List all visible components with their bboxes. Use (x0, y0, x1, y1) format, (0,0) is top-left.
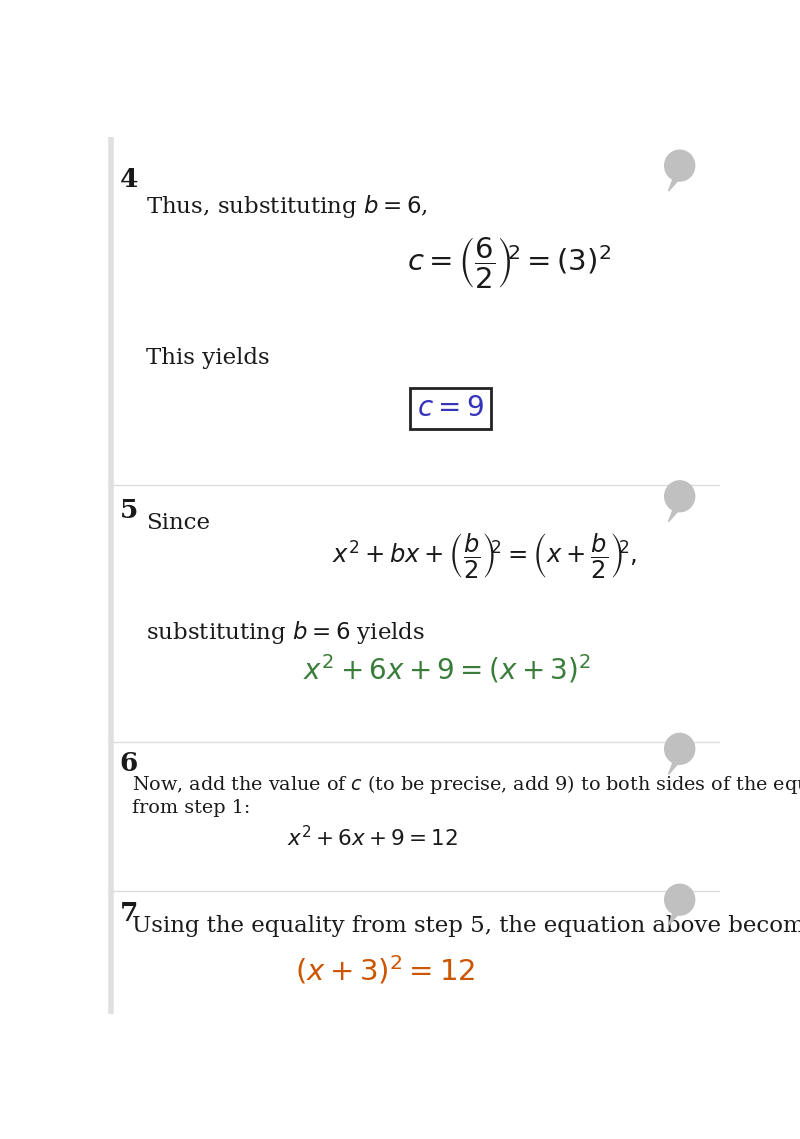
Text: 5: 5 (120, 498, 138, 523)
Text: 6: 6 (120, 751, 138, 776)
Polygon shape (669, 505, 681, 522)
Text: $x^2 + 6x + 9 = 12$: $x^2 + 6x + 9 = 12$ (287, 826, 458, 851)
Text: $x^2 + bx + \left(\dfrac{b}{2}\right)^{\!\!2} = \left(x + \dfrac{b}{2}\right)^{\: $x^2 + bx + \left(\dfrac{b}{2}\right)^{\… (332, 531, 637, 580)
Text: Now, add the value of $c$ (to be precise, add 9) to both sides of the equation: Now, add the value of $c$ (to be precise… (132, 772, 800, 795)
Text: $x^2 + 6x + 9 = (x + 3)^2$: $x^2 + 6x + 9 = (x + 3)^2$ (303, 653, 591, 686)
Text: 7: 7 (120, 901, 138, 926)
Text: $(x + 3)^2 = 12$: $(x + 3)^2 = 12$ (295, 953, 475, 986)
Ellipse shape (665, 481, 694, 511)
Text: $c = \left(\dfrac{6}{2}\right)^{\!\!2} = (3)^2$: $c = \left(\dfrac{6}{2}\right)^{\!\!2} =… (407, 236, 611, 292)
Text: 4: 4 (120, 167, 138, 192)
Polygon shape (669, 757, 681, 775)
Ellipse shape (665, 734, 694, 764)
Ellipse shape (665, 150, 694, 181)
Text: $c = 9$: $c = 9$ (417, 395, 484, 423)
Text: This yields: This yields (146, 347, 270, 369)
Text: Thus, substituting $b = 6$,: Thus, substituting $b = 6$, (146, 192, 428, 220)
Text: substituting $b = 6$ yields: substituting $b = 6$ yields (146, 618, 426, 646)
Text: Using the equality from step 5, the equation above becomes: Using the equality from step 5, the equa… (132, 916, 800, 937)
Polygon shape (669, 174, 681, 191)
Polygon shape (669, 909, 681, 925)
Text: from step 1:: from step 1: (132, 798, 250, 817)
Ellipse shape (665, 884, 694, 915)
Text: Since: Since (146, 513, 210, 534)
